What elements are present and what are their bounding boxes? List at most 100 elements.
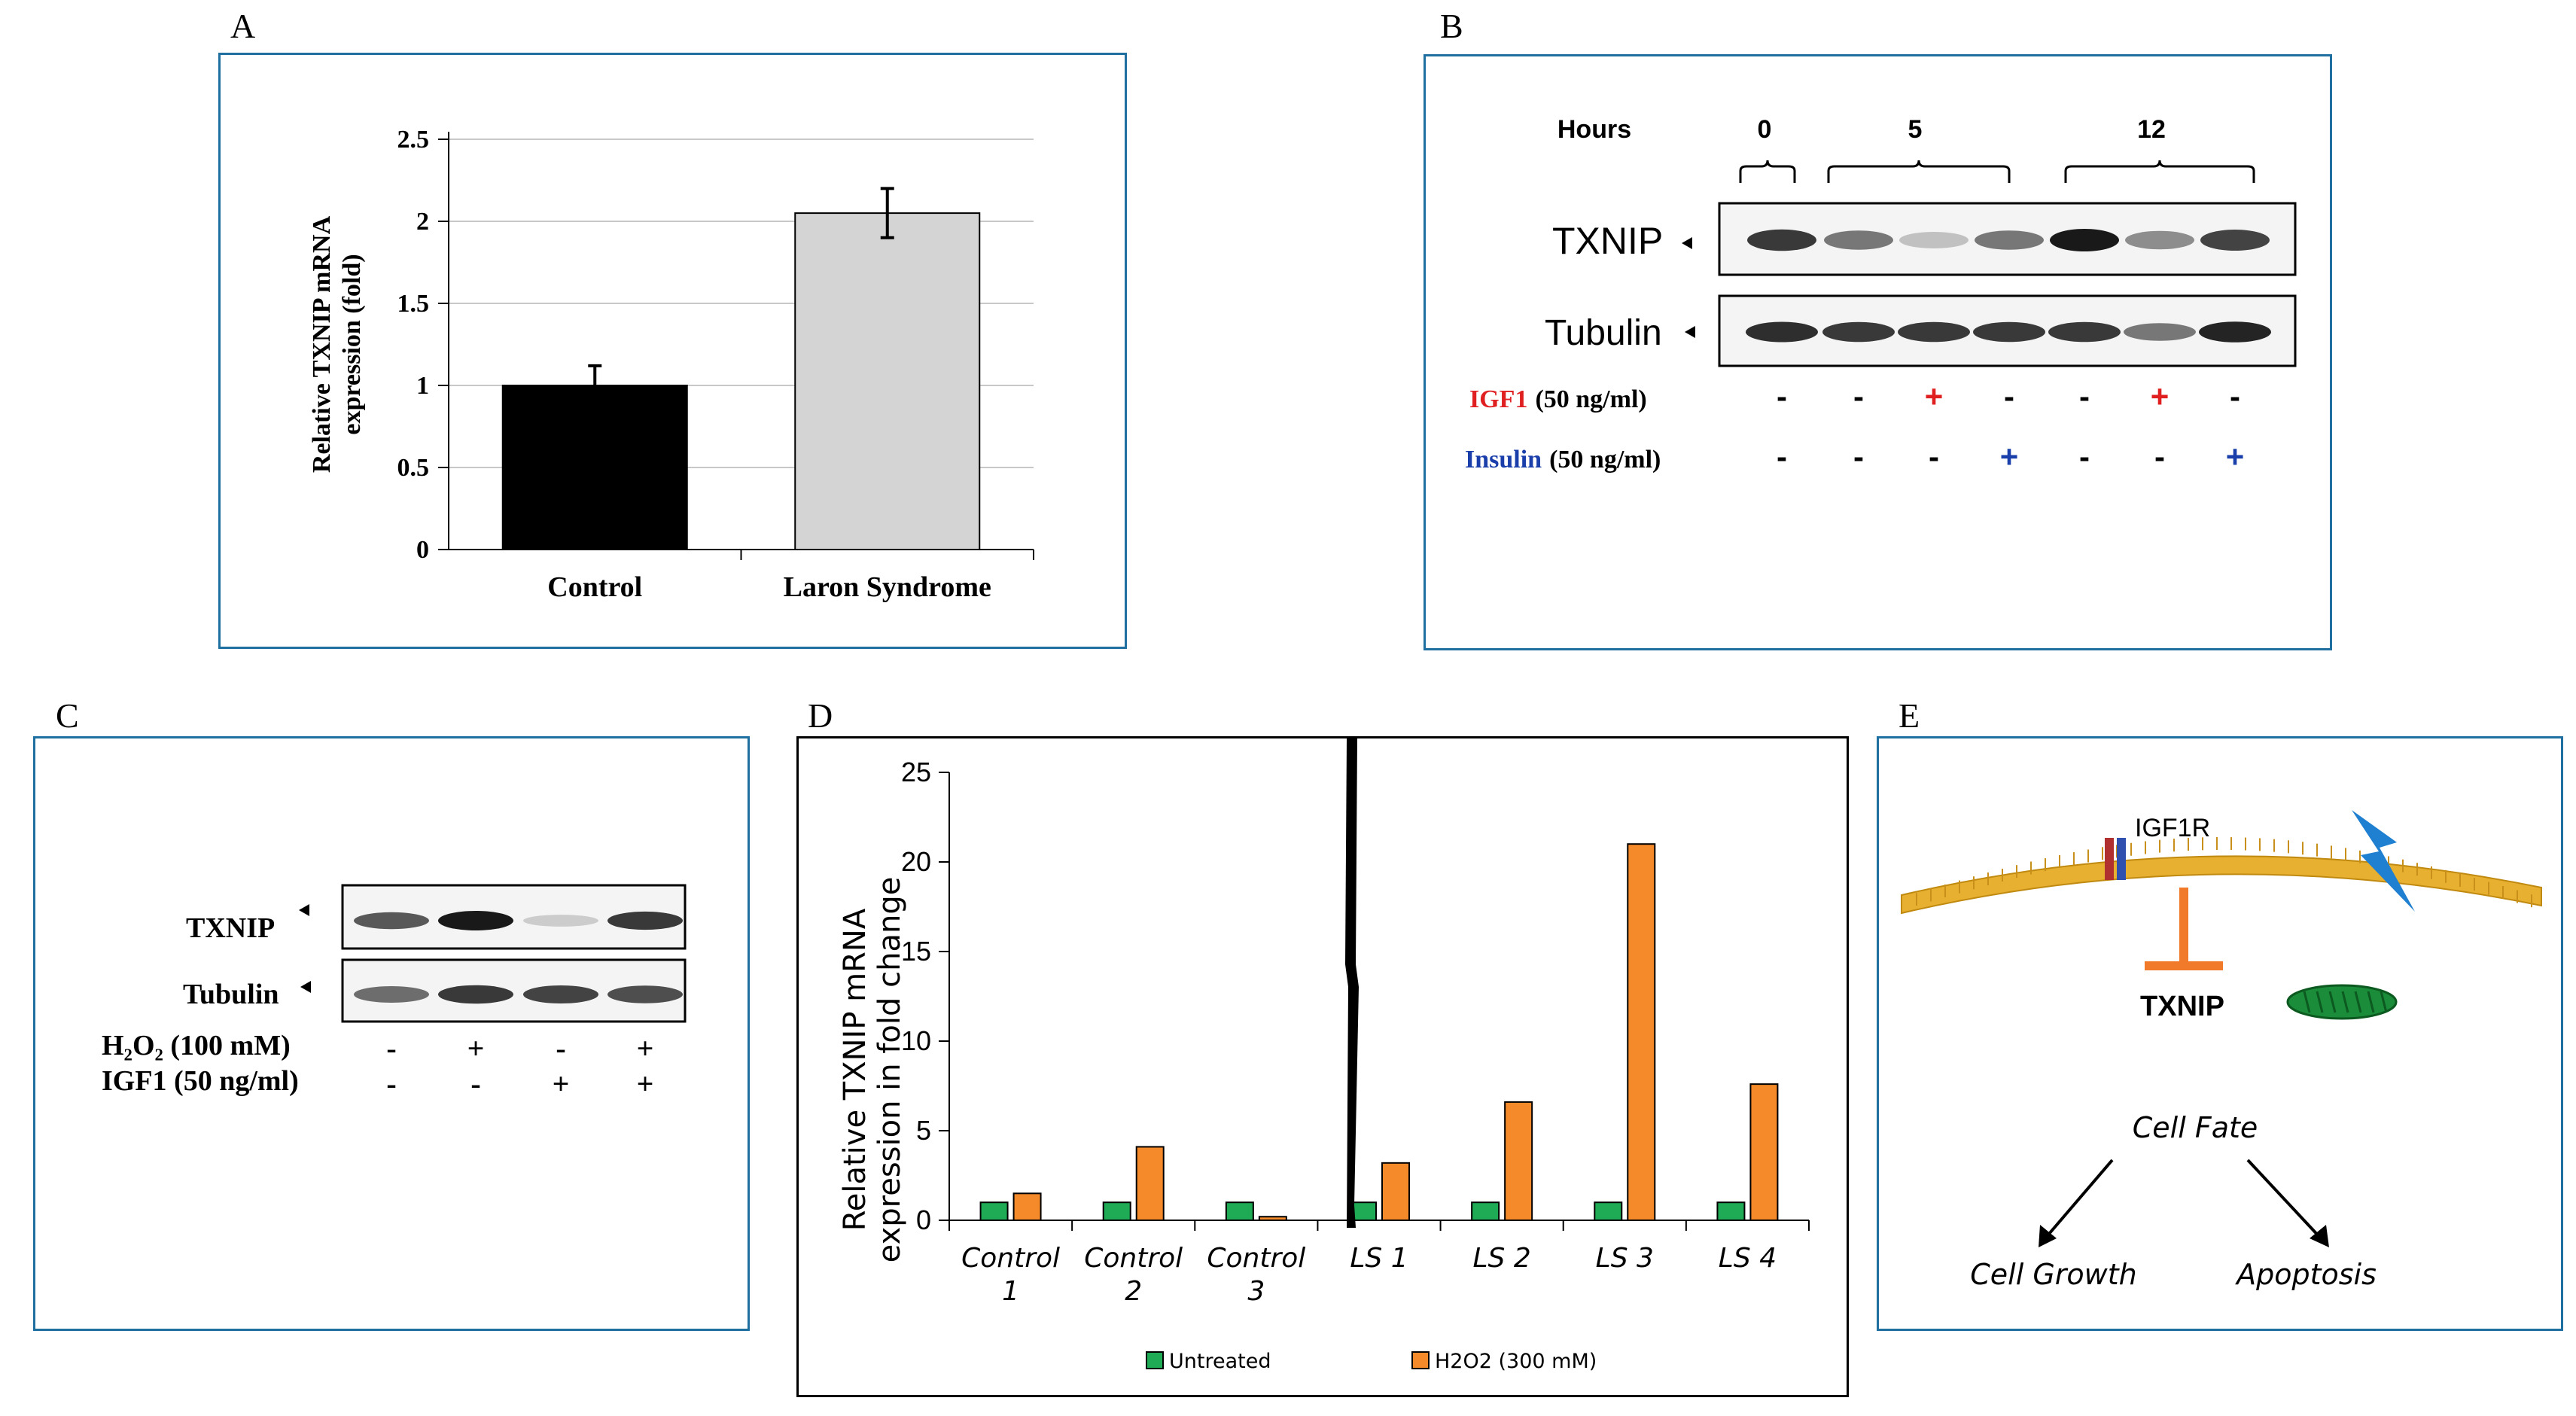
- panel-label-a: A: [230, 7, 256, 45]
- bar-untreated: [1594, 1201, 1623, 1222]
- txnip-label: TXNIP: [186, 912, 275, 944]
- txnip-band: [2050, 229, 2119, 251]
- arrowhead-icon: [299, 904, 309, 916]
- receptor-icon: [2117, 838, 2126, 880]
- panel-b: Hours 0 5 12 TXNIP Tubulin IGF1 (50 ng/ml) Insul…: [1423, 54, 2332, 650]
- y-tick-label: 15: [901, 936, 931, 967]
- tubulin-band: [2048, 321, 2121, 343]
- membrane-shape: [1901, 855, 2542, 915]
- bar-h2o2: [1381, 1162, 1410, 1222]
- y-tick-label: 1.5: [397, 290, 430, 318]
- insulin-sign: +: [2226, 439, 2245, 474]
- mitochondrion-crista: [2354, 991, 2362, 1013]
- h2o2-sign: -: [386, 1031, 396, 1065]
- txnip-band: [1899, 232, 1969, 248]
- bar: [501, 385, 688, 550]
- igf1-label: IGF1: [1469, 385, 1527, 413]
- time-label: 5: [1908, 115, 1923, 144]
- txnip-band: [607, 911, 683, 930]
- igf1-sign: -: [1777, 379, 1787, 414]
- x-tick-label: 3: [1247, 1276, 1265, 1307]
- y-tick-label: 5: [916, 1115, 931, 1146]
- panel-e: IGF1R TXNIP Cell Fate Cell Growth Apoptosis: [1877, 736, 2563, 1331]
- igf1-sign: +: [637, 1067, 654, 1101]
- lane-bracket: [2064, 160, 2255, 183]
- diagram-e: IGF1R TXNIP Cell Fate Cell Growth Apoptosis: [1901, 810, 2542, 1291]
- x-tick-label: Control: [547, 571, 642, 603]
- panel-label-c: C: [56, 696, 79, 735]
- fate-label: Cell Fate: [2133, 1111, 2258, 1144]
- y-tick-label: 25: [901, 757, 931, 787]
- bar-untreated: [1225, 1201, 1254, 1222]
- arrow-right: [2246, 1159, 2323, 1241]
- insulin-sign: -: [2154, 439, 2165, 474]
- mitochondrion-crista: [2328, 991, 2337, 1013]
- h2o2-label: H₂O₂ (100 mM): [102, 1030, 291, 1061]
- tubulin-band: [607, 985, 683, 1003]
- panel-label-d: D: [808, 696, 833, 735]
- legend-swatch: [1411, 1351, 1430, 1369]
- igf1-sign: -: [470, 1067, 480, 1101]
- arrowhead-icon: [2310, 1225, 2329, 1247]
- panel-c: - - + - - + + + TXNIP Tubulin H₂O₂ (100 mM) IGF1 (5…: [33, 736, 750, 1331]
- legend-label: Untreated: [1169, 1350, 1271, 1373]
- mitochondrion-crista: [2303, 991, 2311, 1013]
- bar-h2o2: [1012, 1192, 1042, 1221]
- h2o2-sign: +: [467, 1031, 485, 1065]
- arrowhead-icon: [1685, 326, 1695, 338]
- group-divider: [1345, 738, 1359, 1228]
- tubulin-label: Tubulin: [183, 979, 279, 1010]
- x-tick-label: Laron Syndrome: [784, 571, 991, 603]
- y-tick-label: 0: [416, 536, 429, 564]
- insulin-sign: -: [1853, 439, 1864, 474]
- target-label: TXNIP: [2140, 991, 2224, 1022]
- bar-h2o2: [1749, 1083, 1779, 1221]
- panel-a: 0 0.5 1 1.5 2 2.5 Control Laron Syndrome Relativ…: [218, 53, 1127, 649]
- panel-label-b: B: [1440, 7, 1463, 45]
- txnip-band: [2200, 230, 2270, 251]
- hours-label: Hours: [1557, 115, 1631, 144]
- x-tick-label: Control: [1084, 1243, 1183, 1274]
- chart-a: 0 0.5 1 1.5 2 2.5 Control Laron Syndrome Relativ…: [308, 126, 1034, 603]
- tubulin-band: [2199, 321, 2271, 343]
- tubulin-band: [1898, 321, 1970, 343]
- outcome-apoptosis-label: Apoptosis: [2234, 1258, 2377, 1291]
- mitochondrion-crista: [2380, 991, 2388, 1013]
- igf1-sign: -: [2230, 379, 2240, 414]
- y-tick-label: 2: [416, 208, 429, 236]
- insulin-label: Insulin: [1465, 446, 1542, 474]
- igf1-sign: -: [2004, 379, 2014, 414]
- bar-h2o2: [1627, 843, 1656, 1221]
- receptor-icon: [2105, 838, 2114, 880]
- x-tick-label: LS 2: [1473, 1243, 1531, 1274]
- y-tick-label: 0.5: [397, 454, 430, 482]
- legend-swatch: [1146, 1351, 1164, 1369]
- lane-bracket: [1739, 160, 1796, 183]
- txnip-band: [1975, 230, 2044, 250]
- tubulin-band: [1746, 321, 1818, 343]
- txnip-band: [523, 915, 598, 927]
- tubulin-band: [438, 985, 513, 1004]
- y-tick-label: 1: [416, 372, 429, 400]
- bar-untreated: [1471, 1201, 1500, 1222]
- igf1-sign: -: [1853, 379, 1864, 414]
- arrow-left: [2043, 1159, 2114, 1241]
- outcome-growth-label: Cell Growth: [1970, 1258, 2137, 1291]
- lightning-icon: [2352, 810, 2415, 912]
- h2o2-sign: -: [556, 1031, 565, 1065]
- mitochondrion-icon: [2286, 984, 2398, 1020]
- bar-h2o2: [1504, 1101, 1533, 1222]
- mitochondrion-crista: [2367, 991, 2375, 1013]
- x-tick-label: 2: [1125, 1276, 1142, 1307]
- y-tick-label: 20: [901, 846, 931, 877]
- insulin-sign: -: [1777, 439, 1787, 474]
- y-tick-label: 10: [901, 1025, 931, 1056]
- arrowhead-icon: [300, 981, 311, 993]
- igf1-label: IGF1 (50 ng/ml): [102, 1065, 299, 1097]
- txnip-band: [438, 911, 513, 930]
- bar-h2o2: [1258, 1216, 1287, 1221]
- receptor-label: IGF1R: [2135, 814, 2210, 842]
- x-tick-label: 1: [1002, 1276, 1019, 1307]
- y-axis-label: expression in fold change: [872, 877, 907, 1263]
